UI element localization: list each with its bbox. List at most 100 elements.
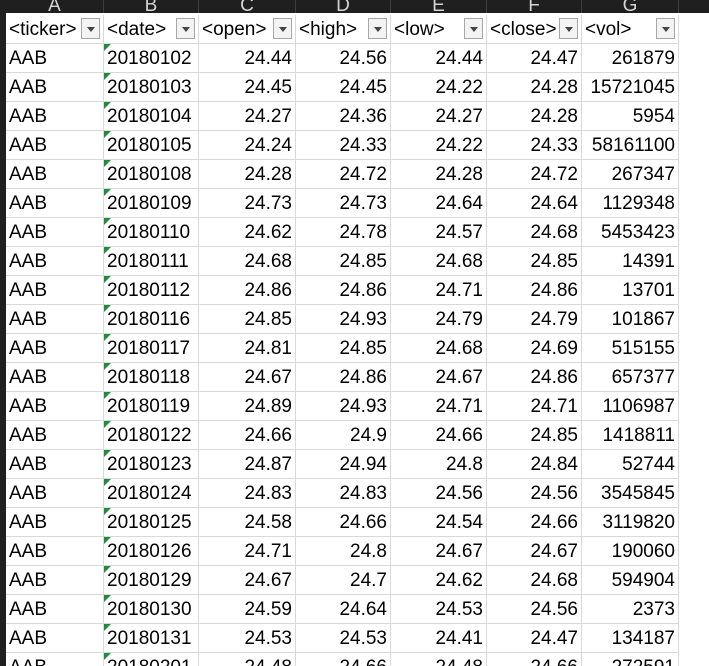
cell[interactable]: 5453423: [582, 218, 679, 247]
cell[interactable]: 24.64: [391, 189, 487, 218]
cell[interactable]: 24.94: [296, 450, 391, 479]
cell[interactable]: 24.68: [391, 334, 487, 363]
cell[interactable]: 14391: [582, 247, 679, 276]
cell[interactable]: 24.53: [296, 624, 391, 653]
cell[interactable]: 13701: [582, 276, 679, 305]
cell[interactable]: 24.33: [296, 131, 391, 160]
cell[interactable]: AAB: [6, 421, 104, 450]
cell[interactable]: 24.93: [296, 305, 391, 334]
cell[interactable]: 24.8: [391, 450, 487, 479]
cell[interactable]: AAB: [6, 450, 104, 479]
cell[interactable]: 24.45: [296, 73, 391, 102]
cell[interactable]: 52744: [582, 450, 679, 479]
filter-dropdown-icon[interactable]: [81, 18, 100, 39]
cell[interactable]: 24.68: [487, 218, 582, 247]
filter-dropdown-icon[interactable]: [464, 18, 483, 39]
cell[interactable]: 24.53: [391, 595, 487, 624]
cell[interactable]: 24.85: [487, 421, 582, 450]
cell[interactable]: AAB: [6, 102, 104, 131]
header-cell[interactable]: <ticker>: [6, 15, 104, 44]
cell[interactable]: 24.73: [296, 189, 391, 218]
filter-dropdown-icon[interactable]: [176, 18, 195, 39]
cell[interactable]: 3545845: [582, 479, 679, 508]
cell[interactable]: 20180110: [104, 218, 199, 247]
cell[interactable]: 20180111: [104, 247, 199, 276]
cell[interactable]: 24.9: [296, 421, 391, 450]
cell[interactable]: 2373: [582, 595, 679, 624]
cell[interactable]: AAB: [6, 218, 104, 247]
cell[interactable]: 20180112: [104, 276, 199, 305]
cell[interactable]: 24.84: [487, 450, 582, 479]
cell[interactable]: 24.72: [487, 160, 582, 189]
cell[interactable]: 24.71: [487, 392, 582, 421]
cell[interactable]: 272591: [582, 653, 679, 666]
cell[interactable]: 20180117: [104, 334, 199, 363]
cell[interactable]: 20180105: [104, 131, 199, 160]
cell[interactable]: 20180103: [104, 73, 199, 102]
cell[interactable]: 24.69: [487, 334, 582, 363]
cell[interactable]: 24.89: [199, 392, 296, 421]
cell[interactable]: 20180123: [104, 450, 199, 479]
cell[interactable]: 267347: [582, 160, 679, 189]
cell[interactable]: 24.68: [391, 247, 487, 276]
column-letter-g[interactable]: G: [582, 0, 679, 13]
cell[interactable]: 5954: [582, 102, 679, 131]
cell[interactable]: 24.36: [296, 102, 391, 131]
cell[interactable]: 24.66: [487, 653, 582, 666]
cell[interactable]: 24.81: [199, 334, 296, 363]
cell[interactable]: 1418811: [582, 421, 679, 450]
cell[interactable]: 24.33: [487, 131, 582, 160]
cell[interactable]: 24.85: [296, 334, 391, 363]
cell[interactable]: 24.64: [296, 595, 391, 624]
cell[interactable]: 24.57: [391, 218, 487, 247]
cell[interactable]: 20180124: [104, 479, 199, 508]
cell[interactable]: AAB: [6, 392, 104, 421]
filter-dropdown-icon[interactable]: [273, 18, 292, 39]
cell[interactable]: AAB: [6, 653, 104, 666]
cell[interactable]: 24.67: [391, 363, 487, 392]
column-letter-c[interactable]: C: [199, 0, 296, 13]
cell[interactable]: 24.54: [391, 508, 487, 537]
cell[interactable]: 24.83: [199, 479, 296, 508]
cell[interactable]: 24.56: [391, 479, 487, 508]
cell[interactable]: 24.24: [199, 131, 296, 160]
column-letter-f[interactable]: F: [487, 0, 582, 13]
cell[interactable]: 24.48: [391, 653, 487, 666]
cell[interactable]: 24.58: [199, 508, 296, 537]
cell[interactable]: 24.28: [391, 160, 487, 189]
cell[interactable]: 58161100: [582, 131, 679, 160]
filter-dropdown-icon[interactable]: [368, 18, 387, 39]
cell[interactable]: AAB: [6, 334, 104, 363]
cell[interactable]: 24.85: [296, 247, 391, 276]
cell[interactable]: 1106987: [582, 392, 679, 421]
column-letter-b[interactable]: B: [104, 0, 199, 13]
column-letter-a[interactable]: A: [6, 0, 104, 13]
cell[interactable]: 594904: [582, 566, 679, 595]
cell[interactable]: 24.53: [199, 624, 296, 653]
cell[interactable]: AAB: [6, 160, 104, 189]
cell[interactable]: 20180122: [104, 421, 199, 450]
cell[interactable]: 24.62: [391, 566, 487, 595]
cell[interactable]: 24.67: [199, 566, 296, 595]
cell[interactable]: 24.59: [199, 595, 296, 624]
cell[interactable]: AAB: [6, 363, 104, 392]
cell[interactable]: 24.47: [487, 624, 582, 653]
cell[interactable]: AAB: [6, 73, 104, 102]
cell[interactable]: 24.28: [487, 73, 582, 102]
cell[interactable]: 24.22: [391, 73, 487, 102]
cell[interactable]: 24.87: [199, 450, 296, 479]
cell[interactable]: 24.79: [391, 305, 487, 334]
cell[interactable]: 190060: [582, 537, 679, 566]
cell[interactable]: 24.67: [487, 537, 582, 566]
cell[interactable]: 20180126: [104, 537, 199, 566]
cell[interactable]: AAB: [6, 595, 104, 624]
cell[interactable]: 24.79: [487, 305, 582, 334]
cell[interactable]: 20180131: [104, 624, 199, 653]
cell[interactable]: 24.68: [487, 566, 582, 595]
cell[interactable]: 20180116: [104, 305, 199, 334]
header-cell[interactable]: <high>: [296, 15, 391, 44]
cell[interactable]: 24.66: [487, 508, 582, 537]
cell[interactable]: 3119820: [582, 508, 679, 537]
cell[interactable]: 24.45: [199, 73, 296, 102]
cell[interactable]: 24.67: [199, 363, 296, 392]
